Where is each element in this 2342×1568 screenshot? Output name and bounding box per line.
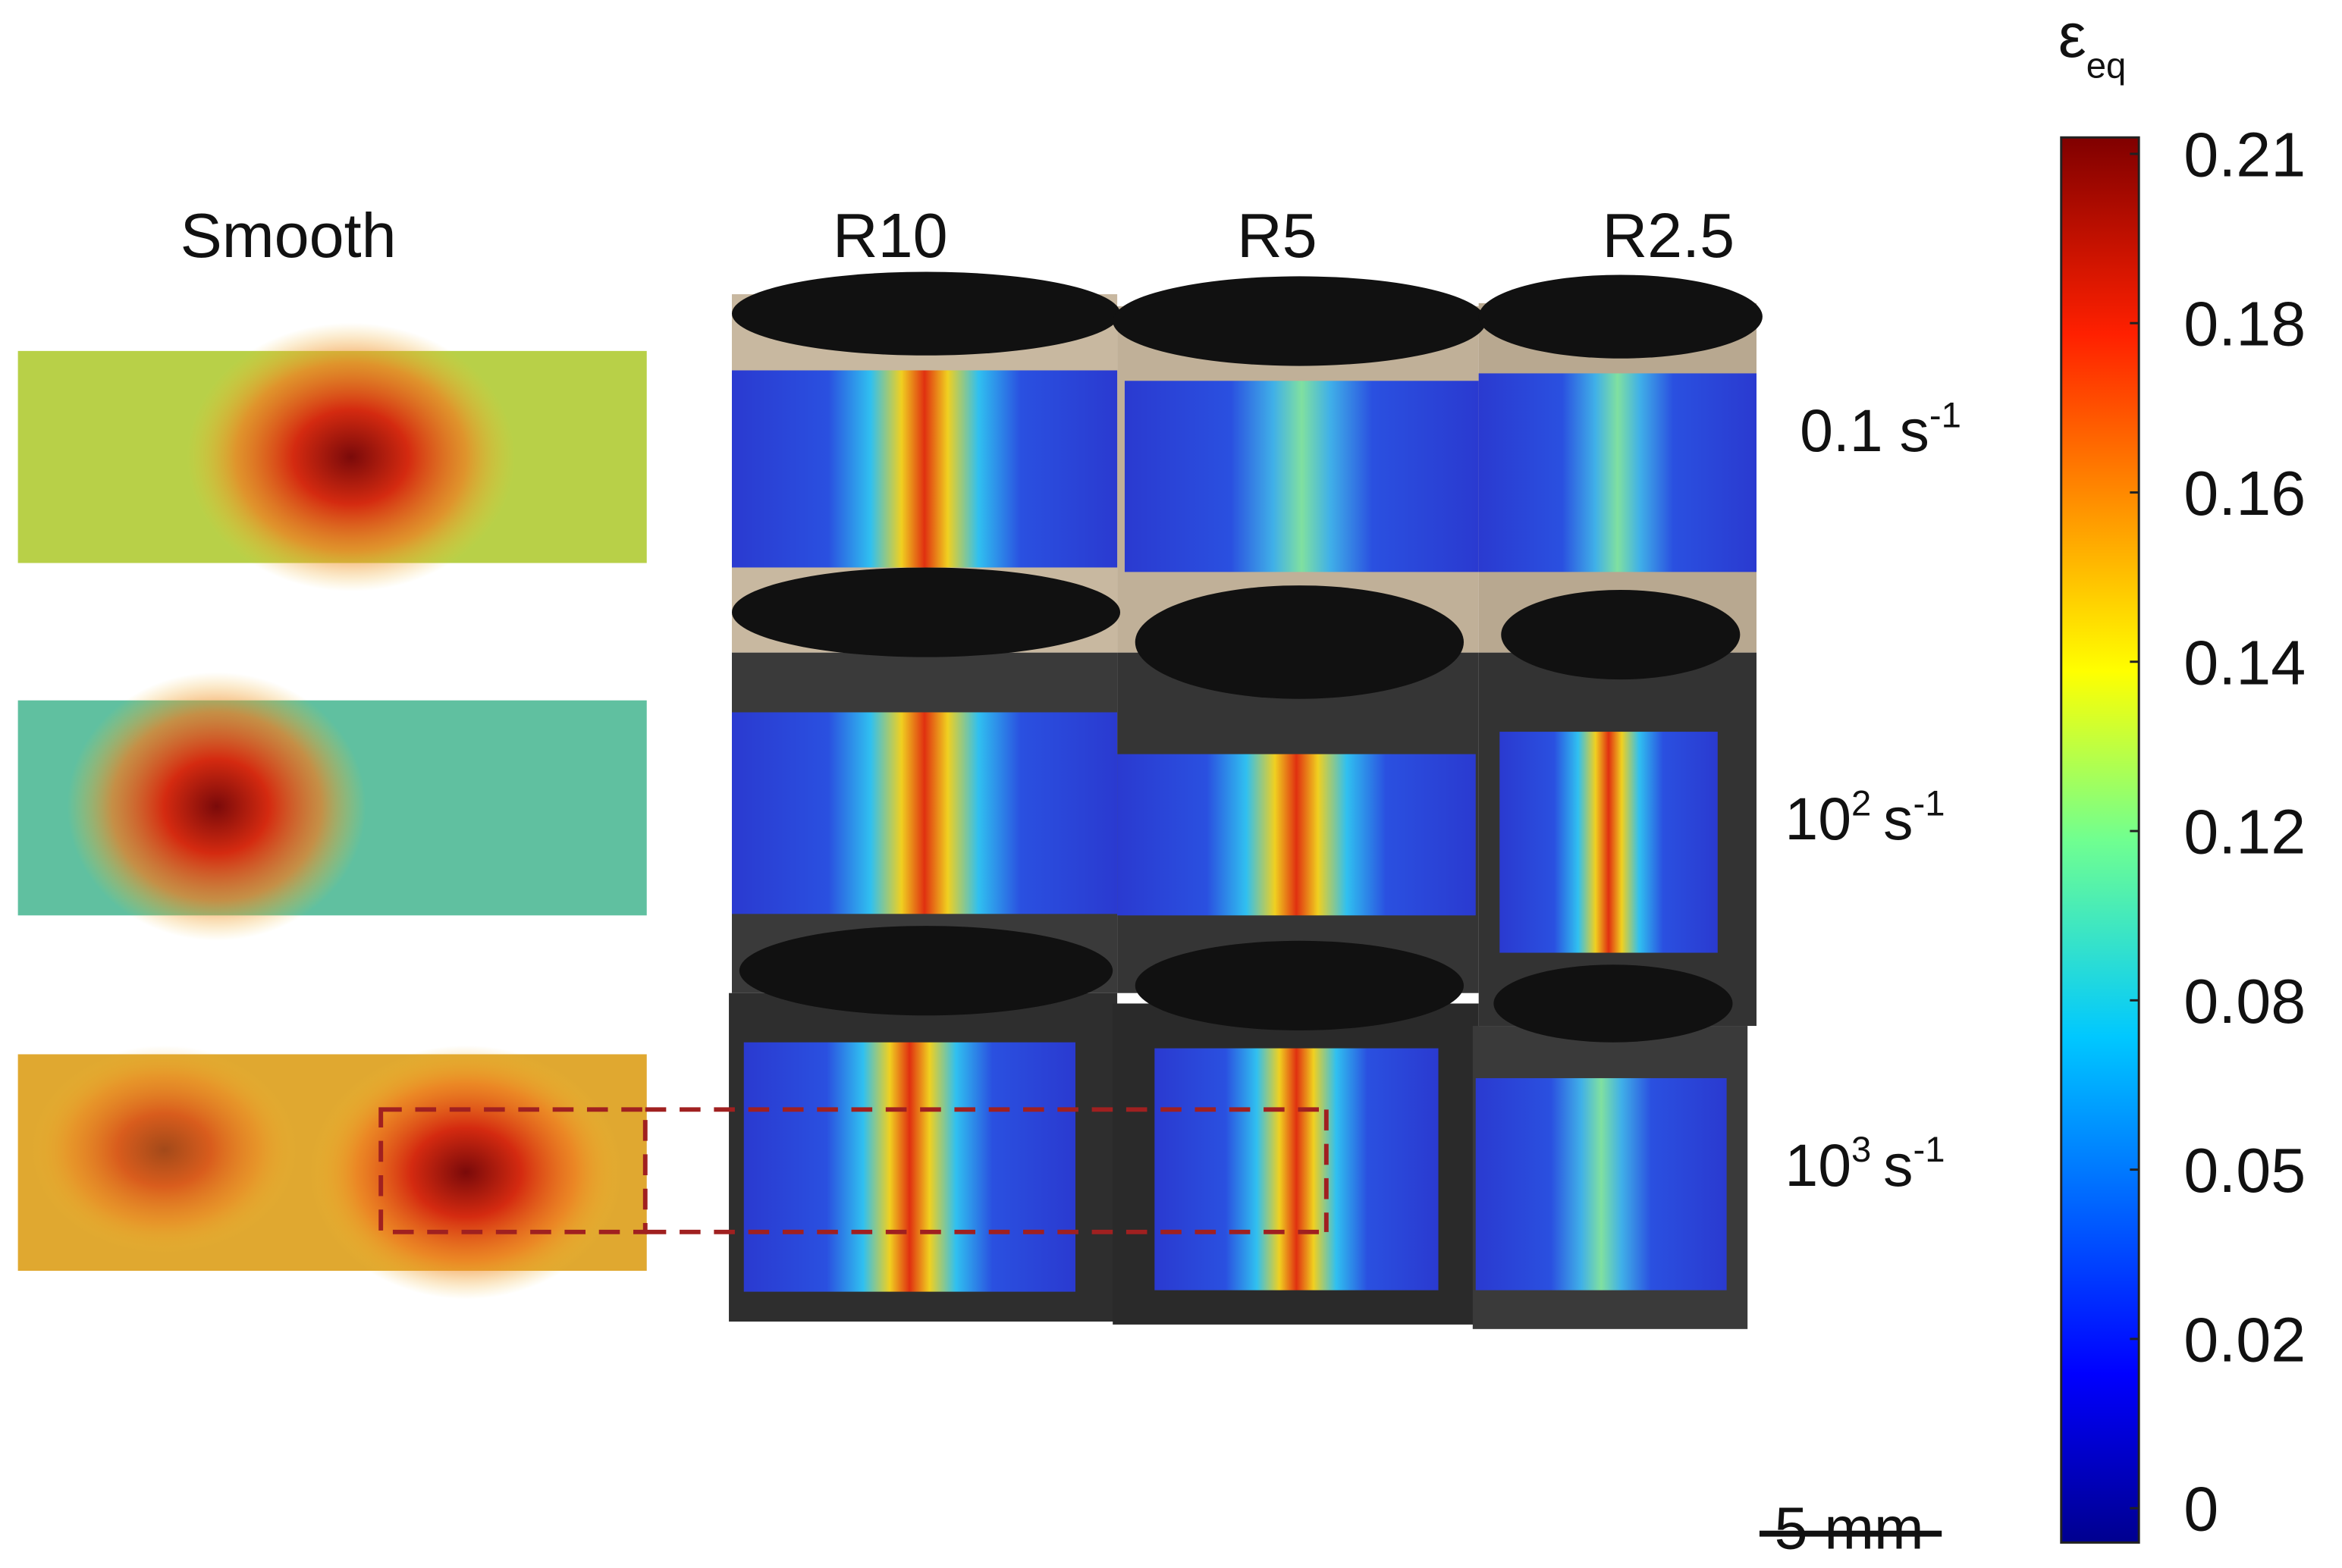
colorbar-tick-label: 0.12 bbox=[2183, 797, 2306, 867]
smooth-maps bbox=[17, 322, 647, 1300]
notch bbox=[739, 926, 1113, 1016]
colorbar-symbol: ε bbox=[2058, 0, 2086, 71]
colorbar-tick-label: 0.08 bbox=[2183, 966, 2306, 1036]
strain-map bbox=[743, 1042, 1075, 1292]
strain-hotspot bbox=[67, 672, 366, 941]
notched-maps bbox=[729, 271, 1763, 1329]
notch bbox=[732, 271, 1121, 356]
rate-label: 102 s-1 bbox=[1785, 783, 1945, 852]
rate-exponent: -1 bbox=[1913, 1130, 1945, 1170]
notch bbox=[732, 567, 1121, 657]
rate-unit: s bbox=[1883, 786, 1913, 852]
notch bbox=[1478, 274, 1763, 359]
colorbar-ticks: 0.21 0.18 0.16 0.14 0.12 0.08 0.05 0.02 0 bbox=[2130, 119, 2306, 1544]
zoom-box bbox=[378, 1107, 648, 1234]
column-label: R10 bbox=[833, 200, 948, 271]
rate-unit: s bbox=[1900, 397, 1929, 464]
rate-value: 0.1 bbox=[1800, 397, 1883, 464]
strain-map bbox=[1154, 1048, 1439, 1290]
column-label: Smooth bbox=[181, 200, 397, 271]
notch bbox=[1135, 585, 1464, 699]
strain-map bbox=[732, 370, 1118, 568]
rate-power: 3 bbox=[1851, 1130, 1871, 1170]
column-label: R2.5 bbox=[1602, 200, 1735, 271]
rate-exponent: -1 bbox=[1913, 783, 1945, 823]
notch bbox=[1113, 276, 1487, 366]
column-label: R5 bbox=[1237, 200, 1317, 271]
colorbar-tick-label: 0.05 bbox=[2183, 1135, 2306, 1206]
colorbar-tick-label: 0 bbox=[2183, 1474, 2218, 1544]
strain-hotspot bbox=[187, 322, 516, 591]
colorbar-tick-label: 0.16 bbox=[2183, 458, 2306, 528]
colorbar-tick-label: 0.02 bbox=[2183, 1304, 2306, 1375]
colorbar-subscript: eq bbox=[2086, 45, 2127, 86]
rate-exponent: -1 bbox=[1929, 395, 1961, 435]
rate-unit: s bbox=[1883, 1132, 1913, 1199]
rate-label: 0.1 s-1 bbox=[1800, 395, 1961, 464]
colorbar-title: εeq bbox=[2058, 0, 2126, 86]
strain-map bbox=[732, 712, 1118, 914]
rate-power: 2 bbox=[1851, 783, 1871, 823]
strain-map bbox=[1124, 381, 1479, 572]
strain-hotspot bbox=[309, 1045, 623, 1300]
strain-map bbox=[1475, 1077, 1727, 1290]
notch bbox=[1501, 589, 1741, 680]
strain-map bbox=[1117, 754, 1476, 916]
notch bbox=[1493, 964, 1733, 1043]
notch bbox=[1135, 940, 1464, 1030]
rate-value: 10 bbox=[1785, 1132, 1851, 1199]
rate-label: 103 s-1 bbox=[1785, 1130, 1945, 1199]
strain-map bbox=[1499, 732, 1718, 953]
strain-hotspot bbox=[30, 1045, 299, 1255]
strain-map bbox=[1478, 373, 1756, 572]
colorbar-tick-label: 0.21 bbox=[2183, 119, 2306, 190]
colorbar bbox=[2060, 136, 2140, 1544]
zoom-indicator bbox=[378, 1107, 1329, 1234]
colorbar-tick-label: 0.14 bbox=[2183, 627, 2306, 698]
scale-bar-label: 5 mm bbox=[1775, 1494, 1924, 1561]
rate-value: 10 bbox=[1785, 786, 1851, 852]
colorbar-tick-label: 0.18 bbox=[2183, 289, 2306, 359]
